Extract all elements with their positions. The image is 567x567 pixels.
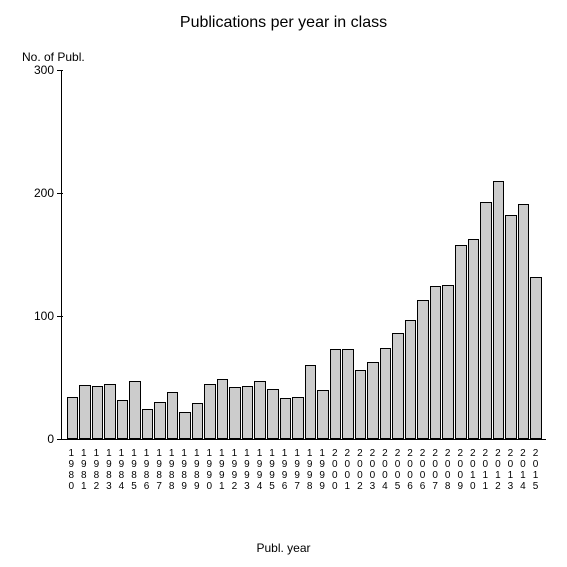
bar (192, 403, 204, 439)
x-tick-label: 2015 (529, 448, 542, 492)
x-tick-label: 1996 (278, 448, 291, 492)
y-tick: 100 (12, 309, 62, 323)
x-tick-label: 2004 (379, 448, 392, 492)
bars-container (62, 70, 546, 439)
y-axis-title: No. of Publ. (22, 50, 85, 64)
x-tick-label: 1984 (115, 448, 128, 492)
x-tick-label: 1995 (266, 448, 279, 492)
x-tick-label: 1983 (103, 448, 116, 492)
bar (154, 402, 166, 439)
bar (493, 181, 505, 439)
bar (405, 320, 417, 439)
bar (380, 348, 392, 439)
bar (92, 386, 104, 439)
bar (254, 381, 266, 439)
x-tick-label: 2010 (467, 448, 480, 492)
bar (518, 204, 530, 439)
x-tick-label: 1986 (140, 448, 153, 492)
bar (530, 277, 542, 439)
x-axis-title: Publ. year (0, 541, 567, 555)
x-tick-label: 2000 (328, 448, 341, 492)
x-tick-label: 1989 (178, 448, 191, 492)
x-tick-label: 2013 (504, 448, 517, 492)
bar (305, 365, 317, 439)
bar (117, 400, 129, 439)
bar (67, 397, 79, 439)
bar (468, 239, 480, 439)
bar (505, 215, 517, 439)
x-tick-label: 1987 (153, 448, 166, 492)
y-tick: 300 (12, 63, 62, 77)
bar (417, 300, 429, 439)
bar (79, 385, 91, 439)
bar (292, 397, 304, 439)
x-tick-label: 2003 (366, 448, 379, 492)
x-tick-label: 2008 (441, 448, 454, 492)
bar (392, 333, 404, 439)
x-tick-label: 1990 (203, 448, 216, 492)
x-tick-label: 1985 (128, 448, 141, 492)
x-tick-label: 2007 (429, 448, 442, 492)
x-tick-label: 1998 (303, 448, 316, 492)
bar (242, 386, 254, 439)
x-tick-label: 1994 (253, 448, 266, 492)
x-tick-label: 2006 (404, 448, 417, 492)
bar (167, 392, 179, 439)
chart-title: Publications per year in class (0, 14, 567, 32)
x-tick-label: 1992 (228, 448, 241, 492)
x-tick-label: 1980 (65, 448, 78, 492)
bar (330, 349, 342, 439)
x-tick-label: 1981 (78, 448, 91, 492)
x-tick-label: 2005 (391, 448, 404, 492)
x-labels: 1980198119821983198419851986198719881989… (61, 448, 546, 492)
bar (267, 389, 279, 439)
x-tick-label: 2001 (341, 448, 354, 492)
bar (104, 384, 116, 439)
bar (342, 349, 354, 439)
bar (480, 202, 492, 439)
bar (280, 398, 292, 439)
x-tick-label: 1988 (165, 448, 178, 492)
x-tick-label: 2006 (416, 448, 429, 492)
bar (430, 286, 442, 439)
y-tick: 0 (12, 432, 62, 446)
bar (142, 409, 154, 439)
x-tick-label: 1997 (291, 448, 304, 492)
publications-chart: Publications per year in class No. of Pu… (0, 0, 567, 567)
x-tick-label: 2002 (354, 448, 367, 492)
bar (179, 412, 191, 439)
y-tick: 200 (12, 186, 62, 200)
bar (455, 245, 467, 439)
x-tick-label: 2009 (454, 448, 467, 492)
x-tick-label: 1993 (241, 448, 254, 492)
x-tick-label: 1991 (216, 448, 229, 492)
bar (217, 379, 229, 439)
x-tick-label: 2014 (517, 448, 530, 492)
bar (229, 387, 241, 439)
x-tick-label: 2012 (492, 448, 505, 492)
x-tick-label: 2011 (479, 448, 492, 492)
x-tick-label: 1989 (190, 448, 203, 492)
bar (317, 390, 329, 439)
bar (204, 384, 216, 439)
bar (129, 381, 141, 439)
bar (367, 362, 379, 439)
plot-area: 0100200300 (61, 70, 546, 440)
bar (442, 285, 454, 439)
x-tick-label: 1999 (316, 448, 329, 492)
x-tick-label: 1982 (90, 448, 103, 492)
bar (355, 370, 367, 439)
